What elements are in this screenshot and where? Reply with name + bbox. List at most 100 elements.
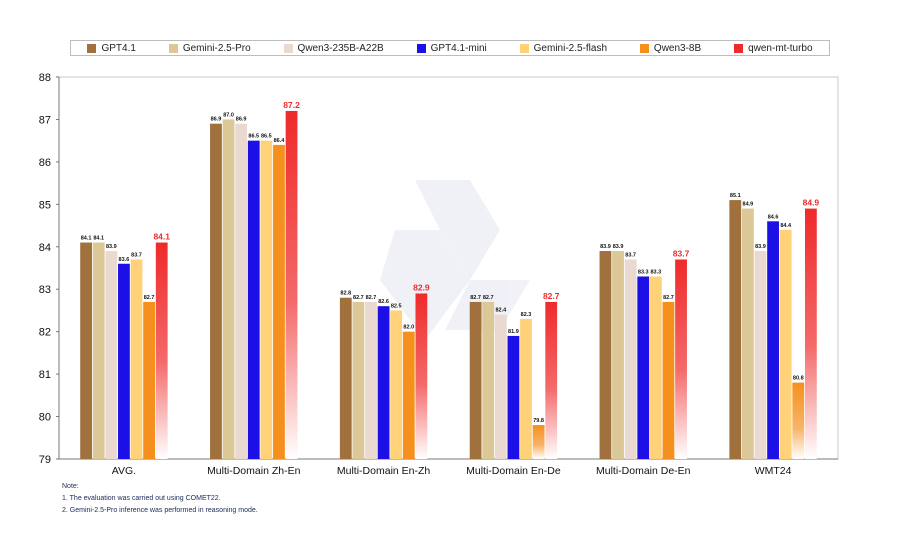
data-label: 82.7 <box>470 295 481 301</box>
bar-gpt4-1 <box>339 297 352 459</box>
bar-qwen3-8b <box>662 301 675 459</box>
y-tick-label: 81 <box>39 369 51 381</box>
data-label: 82.9 <box>413 282 430 292</box>
y-tick-label: 84 <box>39 242 51 254</box>
bar-gemini-2-5-pro <box>92 242 105 459</box>
data-label: 84.1 <box>93 236 104 242</box>
bars <box>80 110 817 460</box>
legend-swatch <box>519 43 529 53</box>
data-label: 82.7 <box>663 295 674 301</box>
data-label: 84.9 <box>803 198 820 208</box>
bar-gpt4-1-mini <box>507 335 520 459</box>
bar-qwen3-235b-a22b <box>365 301 377 459</box>
value-labels: 84.1 84.183.983.683.782.784.186.987.086.9… <box>81 100 820 424</box>
bar-gpt4-1-mini <box>637 276 650 459</box>
bar-qwen3-235b-a22b <box>235 123 248 459</box>
legend-swatch <box>734 43 744 53</box>
y-tick-label: 83 <box>39 284 51 296</box>
bar-gpt4-1-mini <box>767 221 779 459</box>
legend-swatch <box>416 43 426 53</box>
data-label: 83.9 <box>106 244 117 250</box>
data-label: 86.9 <box>211 117 222 123</box>
data-label: 83.9 <box>613 244 624 250</box>
bar-qwen-mt-turbo <box>415 293 428 459</box>
y-tick-label: 86 <box>39 157 51 169</box>
data-label: 84.1 <box>81 236 92 242</box>
bar-gemini-2-5-flash <box>260 140 273 459</box>
legend-label: Gemini-2.5-Pro <box>182 42 251 54</box>
bar-qwen3-8b <box>273 144 285 459</box>
bar-qwen3-8b <box>532 425 545 459</box>
bar-gpt4-1 <box>599 251 612 459</box>
legend-item: Qwen3-235B-A22B <box>283 42 384 54</box>
data-label: 82.7 <box>353 295 364 301</box>
bar-qwen3-8b <box>402 331 415 459</box>
bar-qwen3-235b-a22b <box>105 251 118 459</box>
x-tick-label: Multi-Domain De-En <box>596 465 691 477</box>
data-label: 82.0 <box>403 325 414 331</box>
notes: Note: 1. The evaluation was carried out … <box>62 481 258 517</box>
x-tick-label: Multi-Domain En-Zh <box>337 465 431 477</box>
data-label: 82.4 <box>495 308 507 314</box>
y-tick-label: 80 <box>39 412 51 424</box>
data-label: 82.7 <box>483 295 494 301</box>
legend-swatch <box>87 43 97 53</box>
bar-qwen-mt-turbo <box>675 259 687 459</box>
bar-qwen-mt-turbo <box>285 110 298 459</box>
notes-title: Note: <box>62 483 79 490</box>
data-label: 83.9 <box>600 244 611 250</box>
y-tick-label: 79 <box>39 454 51 466</box>
watermark-logo <box>380 180 530 340</box>
bar-gemini-2-5-flash <box>649 276 662 459</box>
legend-label: Qwen3-235B-A22B <box>297 42 384 54</box>
legend-label: qwen-mt-turbo <box>748 42 813 54</box>
data-label: 82.6 <box>378 299 389 305</box>
bar-gpt4-1 <box>729 200 742 460</box>
bar-gemini-2-5-pro <box>741 208 754 459</box>
y-tick-label: 82 <box>39 327 51 339</box>
data-label: 81.9 <box>508 329 519 335</box>
data-label: 85.1 <box>730 193 741 199</box>
legend-swatch <box>168 43 178 53</box>
data-label: 87.2 <box>283 100 300 110</box>
bar-qwen3-8b <box>792 382 805 459</box>
note-line-1: 1. The evaluation was carried out using … <box>62 495 221 502</box>
legend-label: GPT4.1-mini <box>430 42 487 54</box>
y-tick-label: 87 <box>39 114 51 126</box>
legend-item: GPT4.1-mini <box>416 42 487 54</box>
data-label: 80.8 <box>793 376 804 382</box>
axes: 79 80 81 82 83 84 85 86 87 88 AVG. Multi-Domain Zh-… <box>39 72 839 477</box>
data-label: 82.5 <box>391 303 402 309</box>
bar-qwen3-235b-a22b <box>624 259 637 459</box>
bar-gpt4-1-mini <box>247 140 260 459</box>
data-label: 79.8 <box>533 418 544 424</box>
data-label: 83.7 <box>673 249 690 259</box>
data-label: 84.9 <box>743 202 754 208</box>
note-line-2: 2. Gemini-2.5-Pro inference was performe… <box>62 507 258 514</box>
bar-gemini-2-5-flash <box>779 229 792 459</box>
data-label: 86.9 <box>236 117 247 123</box>
bar-qwen3-8b <box>143 301 156 459</box>
y-tick-label: 85 <box>39 199 51 211</box>
legend-label: GPT4.1 <box>101 42 136 54</box>
bar-qwen3-235b-a22b <box>494 314 507 459</box>
x-tick-label: Multi-Domain Zh-En <box>207 465 301 477</box>
legend-label: Qwen3-8B <box>653 42 702 54</box>
data-label: 82.7 <box>543 291 560 301</box>
data-label: 86.4 <box>274 138 286 144</box>
bar-qwen-mt-turbo <box>155 242 168 459</box>
bar-gemini-2-5-flash <box>520 318 532 459</box>
data-label: 83.9 <box>755 244 766 250</box>
data-label: 83.3 <box>650 269 661 275</box>
data-label: 83.7 <box>625 253 636 259</box>
legend-item: qwen-mt-turbo <box>734 42 813 54</box>
legend-item: Qwen3-8B <box>639 42 702 54</box>
bar-qwen-mt-turbo <box>804 208 817 459</box>
data-label: 87.0 <box>223 112 234 118</box>
y-tick-label: 88 <box>39 72 51 84</box>
bar-gpt4-1-mini <box>377 306 390 459</box>
data-label: 86.5 <box>248 134 259 140</box>
bar-gemini-2-5-pro <box>222 119 235 459</box>
x-tick-label: AVG. <box>112 465 136 477</box>
bar-qwen3-235b-a22b <box>754 251 767 459</box>
